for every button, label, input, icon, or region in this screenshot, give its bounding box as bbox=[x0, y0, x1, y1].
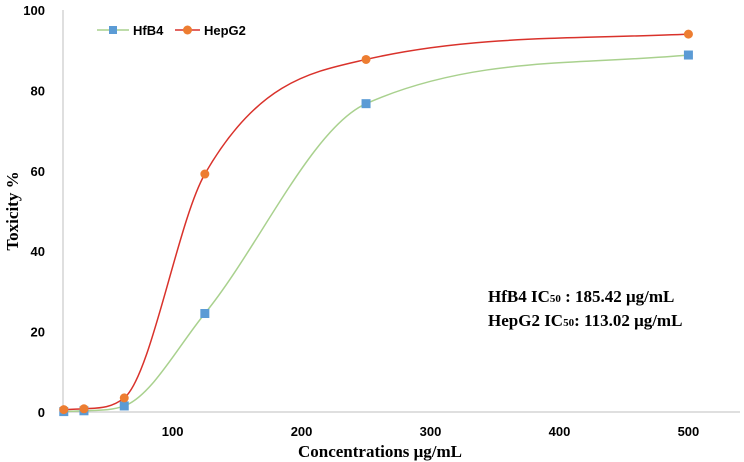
x-tick-labels: 100 200 300 400 500 bbox=[162, 424, 700, 439]
data-point-hfb4 bbox=[119, 401, 129, 411]
legend: HfB4 HepG2 bbox=[97, 23, 246, 38]
legend-label-hfb4: HfB4 bbox=[133, 23, 164, 38]
data-point-hepg2 bbox=[119, 393, 129, 403]
data-point-hepg2 bbox=[200, 169, 210, 179]
x-tick-label: 500 bbox=[678, 424, 700, 439]
annotation-hepg2-sub: 50 bbox=[563, 317, 575, 329]
y-tick-label: 60 bbox=[31, 164, 45, 179]
y-tick-label: 20 bbox=[31, 325, 45, 340]
x-tick-label: 300 bbox=[420, 424, 442, 439]
data-point-hfb4 bbox=[683, 50, 693, 60]
legend-label-hepg2: HepG2 bbox=[204, 23, 246, 38]
annotation-hepg2: HepG2 IC50: 113.02 μg/mL bbox=[488, 311, 682, 330]
series-lines bbox=[63, 33, 689, 413]
annotation-hfb4: HfB4 IC50 : 185.42 μg/mL bbox=[488, 287, 674, 306]
data-point-hepg2 bbox=[361, 54, 371, 64]
x-tick-label: 400 bbox=[549, 424, 571, 439]
data-point-hfb4 bbox=[361, 99, 371, 109]
x-tick-label: 200 bbox=[291, 424, 313, 439]
y-axis-title: Toxicity % bbox=[3, 171, 22, 250]
series-line-hepg2 bbox=[63, 33, 689, 411]
annotation-hfb4-label: HfB4 IC bbox=[488, 287, 550, 306]
annotation-hfb4-value: : 185.42 μg/mL bbox=[561, 287, 675, 306]
series-line-hfb4 bbox=[63, 54, 689, 413]
y-tick-labels: 0 20 40 60 80 100 bbox=[23, 3, 45, 420]
annotation-hfb4-sub: 50 bbox=[550, 293, 562, 305]
y-tick-label: 0 bbox=[38, 405, 45, 420]
data-point-hfb4 bbox=[200, 309, 210, 319]
data-point-hepg2 bbox=[79, 404, 89, 414]
data-point-hepg2 bbox=[683, 29, 693, 39]
ic50-annotations: HfB4 IC50 : 185.42 μg/mL HepG2 IC50: 113… bbox=[488, 287, 682, 330]
x-axis-title: Concentrations μg/mL bbox=[298, 442, 462, 461]
annotation-hepg2-label: HepG2 IC bbox=[488, 311, 563, 330]
data-point-hepg2 bbox=[59, 405, 69, 415]
legend-marker-hfb4 bbox=[109, 26, 117, 34]
legend-marker-hepg2 bbox=[183, 25, 192, 35]
y-tick-label: 40 bbox=[31, 244, 45, 259]
x-tick-label: 100 bbox=[162, 424, 184, 439]
axes bbox=[62, 10, 740, 413]
series-markers bbox=[59, 29, 693, 417]
y-tick-label: 100 bbox=[23, 3, 45, 18]
y-tick-label: 80 bbox=[31, 83, 45, 98]
annotation-hepg2-value: : 113.02 μg/mL bbox=[574, 311, 682, 330]
